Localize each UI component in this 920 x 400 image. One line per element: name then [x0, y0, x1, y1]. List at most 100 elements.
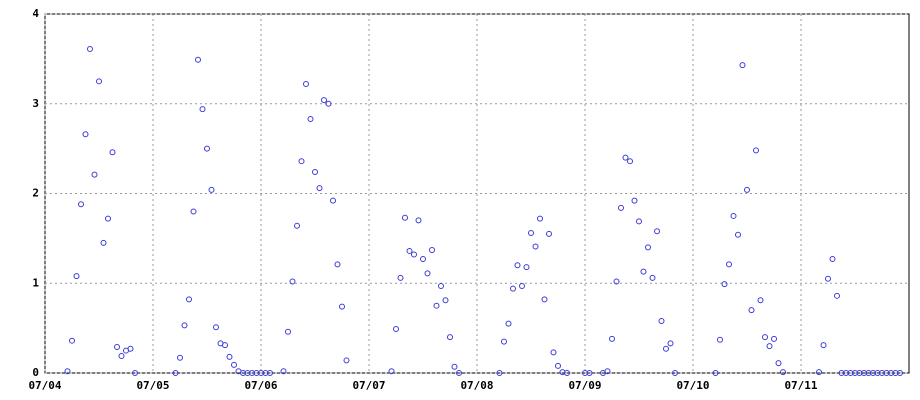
- point: [415, 217, 422, 224]
- point: [510, 285, 516, 292]
- point: [753, 147, 759, 154]
- point: [114, 343, 120, 350]
- point: [298, 158, 305, 165]
- point: [667, 340, 674, 347]
- point: [537, 215, 543, 222]
- point: [195, 56, 201, 63]
- point: [780, 369, 786, 376]
- point: [649, 274, 656, 281]
- point: [528, 229, 534, 236]
- point: [825, 275, 831, 282]
- x-tick-label: 07/05: [136, 379, 169, 392]
- point: [721, 281, 728, 288]
- point: [820, 342, 827, 349]
- point: [555, 362, 561, 369]
- point: [658, 317, 665, 324]
- point: [100, 239, 107, 246]
- point: [663, 345, 669, 352]
- point: [456, 370, 462, 376]
- point: [127, 345, 134, 352]
- point: [213, 324, 219, 331]
- point: [631, 197, 638, 204]
- point: [496, 370, 503, 376]
- point: [451, 363, 458, 370]
- point: [321, 97, 327, 104]
- point: [618, 204, 624, 211]
- point: [334, 261, 341, 268]
- point: [96, 78, 102, 85]
- point: [190, 208, 197, 215]
- point: [645, 244, 651, 251]
- x-tick-label: 07/11: [784, 379, 817, 392]
- point: [118, 352, 125, 359]
- point: [744, 186, 750, 193]
- point: [177, 354, 183, 361]
- point: [604, 368, 611, 375]
- point: [280, 368, 287, 375]
- x-tick-label: 07/08: [460, 379, 493, 392]
- x-tick-label: 07/10: [676, 379, 709, 392]
- point: [771, 335, 777, 342]
- point: [775, 360, 782, 367]
- point: [640, 268, 647, 275]
- point: [834, 292, 840, 299]
- point: [429, 247, 435, 254]
- point: [717, 336, 723, 343]
- point: [312, 168, 318, 175]
- point: [654, 228, 660, 235]
- point: [388, 368, 395, 375]
- point: [132, 370, 138, 376]
- point: [307, 116, 314, 123]
- point: [343, 357, 350, 364]
- x-tick-label: 07/06: [244, 379, 277, 392]
- point: [433, 302, 440, 309]
- point: [550, 349, 557, 356]
- point: [514, 262, 521, 269]
- point: [289, 278, 296, 285]
- point: [411, 251, 417, 258]
- point: [226, 353, 233, 360]
- point: [762, 334, 768, 341]
- y-tick-label: 2: [32, 187, 39, 200]
- point: [208, 186, 215, 193]
- point: [285, 328, 291, 335]
- point: [172, 370, 179, 376]
- y-tick-label: 0: [32, 366, 39, 379]
- point: [231, 361, 237, 368]
- point: [829, 256, 836, 263]
- point: [609, 335, 615, 342]
- point: [294, 222, 300, 229]
- point: [613, 278, 620, 285]
- point: [78, 201, 84, 208]
- point: [222, 342, 228, 349]
- point: [672, 370, 678, 376]
- point: [627, 158, 633, 165]
- point: [636, 218, 642, 225]
- point: [622, 154, 629, 161]
- point: [69, 337, 75, 344]
- point: [303, 81, 309, 88]
- point: [712, 370, 719, 376]
- point: [339, 303, 345, 310]
- point: [424, 270, 431, 277]
- point: [897, 370, 903, 376]
- point: [546, 230, 552, 237]
- point: [564, 370, 570, 376]
- point: [402, 214, 408, 221]
- point: [393, 326, 399, 333]
- x-tick-label: 07/07: [352, 379, 385, 392]
- point: [109, 149, 116, 156]
- point: [91, 171, 98, 178]
- point: [532, 243, 539, 250]
- x-tick-label: 07/09: [568, 379, 601, 392]
- point: [420, 256, 426, 263]
- point: [447, 334, 453, 341]
- point: [519, 282, 525, 289]
- point: [330, 197, 336, 204]
- point: [726, 261, 732, 268]
- point: [739, 62, 746, 69]
- point: [87, 46, 93, 53]
- point: [748, 307, 755, 314]
- point: [181, 322, 188, 329]
